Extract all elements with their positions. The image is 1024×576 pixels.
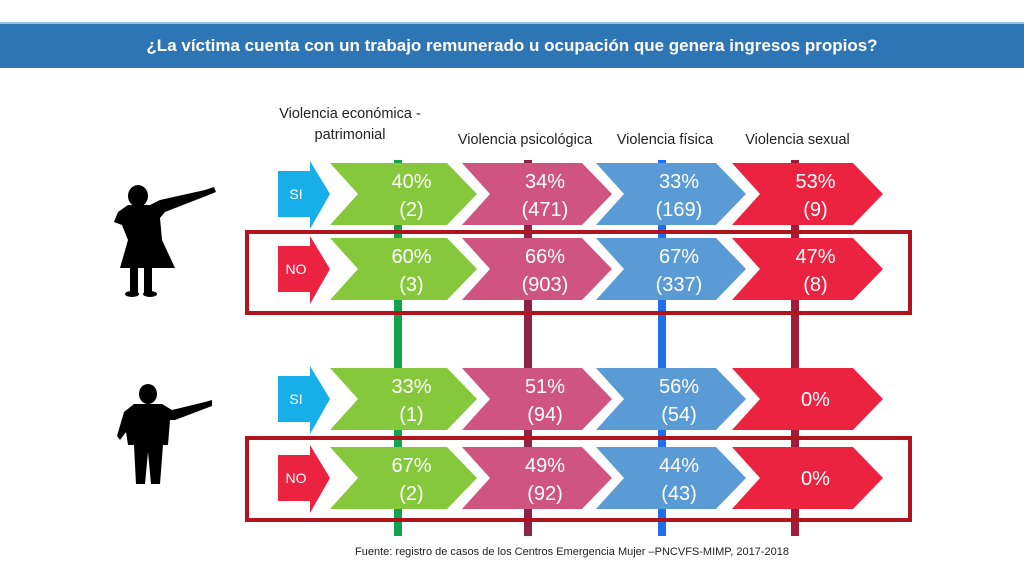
cell-percent: 33%: [391, 376, 431, 398]
cell-percent: 60%: [391, 246, 431, 268]
row-label: SI: [289, 391, 302, 407]
cell-count: (2): [399, 483, 423, 505]
chevron-cell: [732, 447, 883, 509]
column-connector-line: [658, 160, 666, 536]
cell-percent: 66%: [525, 246, 565, 268]
chevron-cell: [732, 238, 883, 300]
chevron-cell: [732, 163, 883, 225]
cell-percent: 40%: [391, 171, 431, 193]
woman-silhouette-icon: [114, 185, 216, 297]
cell-percent: 34%: [525, 171, 565, 193]
title-banner: ¿La víctima cuenta con un trabajo remune…: [0, 22, 1024, 68]
chevron-cell: [330, 163, 477, 225]
chevron-cell: [596, 238, 746, 300]
no-row-highlight-box: [245, 230, 912, 315]
column-header-sexual: Violencia sexual: [745, 132, 850, 148]
cell-percent: 0%: [801, 389, 830, 411]
chevron-cell: [462, 238, 612, 300]
cell-percent: 67%: [659, 246, 699, 268]
row-label: NO: [286, 470, 307, 486]
si-arrow: [278, 366, 330, 434]
cell-count: (903): [522, 274, 569, 296]
cell-count: (169): [656, 199, 703, 221]
no-row-highlight-box: [245, 436, 912, 522]
cell-percent: 51%: [525, 376, 565, 398]
column-header-psicologica: Violencia psicológica: [457, 132, 593, 148]
cell-percent: 56%: [659, 376, 699, 398]
cell-percent: 0%: [801, 468, 830, 490]
cell-percent: 49%: [525, 455, 565, 477]
cell-percent: 33%: [659, 171, 699, 193]
cell-percent: 53%: [795, 171, 835, 193]
row-label: SI: [289, 186, 302, 202]
column-connector-line: [791, 160, 799, 536]
chevron-cell: [596, 447, 746, 509]
cell-count: (94): [527, 404, 563, 426]
cell-count: (9): [803, 199, 827, 221]
chevron-cell: [596, 163, 746, 225]
cell-percent: 44%: [659, 455, 699, 477]
cell-count: (8): [803, 274, 827, 296]
column-header-fisica: Violencia física: [616, 132, 714, 148]
man-silhouette-icon: [117, 384, 212, 484]
chevron-cell: [462, 447, 612, 509]
cell-count: (92): [527, 483, 563, 505]
no-arrow: [278, 236, 330, 304]
chart-title: ¿La víctima cuenta con un trabajo remune…: [146, 36, 878, 55]
source-note: Fuente: registro de casos de los Centros…: [355, 546, 789, 558]
cell-percent: 67%: [391, 455, 431, 477]
column-connector-line: [524, 160, 532, 536]
chevron-cell: [330, 238, 477, 300]
si-arrow: [278, 161, 330, 229]
cell-count: (337): [656, 274, 703, 296]
cell-count: (3): [399, 274, 423, 296]
cell-count: (43): [661, 483, 697, 505]
cell-count: (471): [522, 199, 569, 221]
cell-percent: 47%: [795, 246, 835, 268]
cell-count: (1): [399, 404, 423, 426]
chevron-cell: [330, 368, 477, 430]
chevron-cell: [732, 368, 883, 430]
chevron-cell: [596, 368, 746, 430]
cell-count: (2): [399, 199, 423, 221]
row-label: NO: [286, 261, 307, 277]
cell-count: (54): [661, 404, 697, 426]
column-connector-line: [394, 160, 402, 536]
chevron-cell: [330, 447, 477, 509]
chevron-cell: [462, 368, 612, 430]
chevron-cell: [462, 163, 612, 225]
column-header-economica: Violencia económica - patrimonial: [279, 106, 421, 143]
no-arrow: [278, 445, 330, 513]
